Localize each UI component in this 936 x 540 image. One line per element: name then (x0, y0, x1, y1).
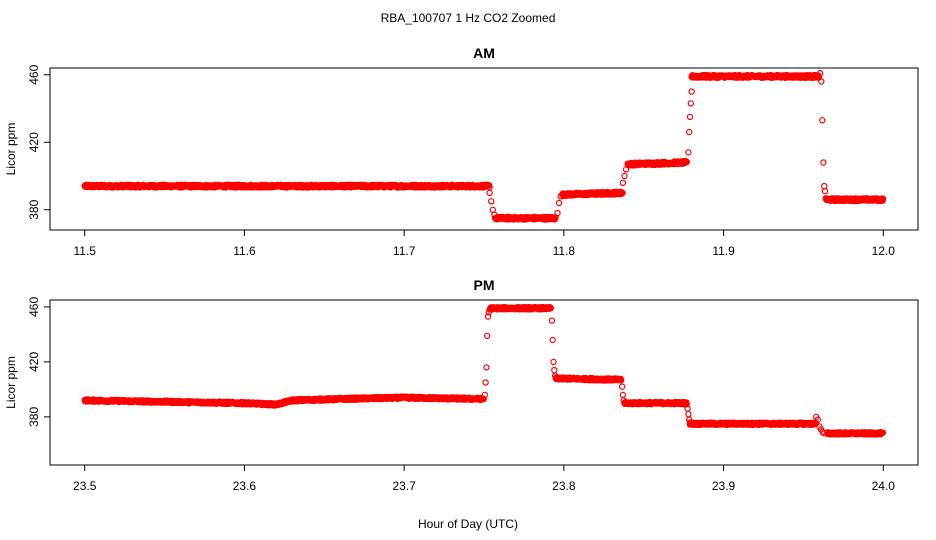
data-point (481, 391, 488, 399)
data-point (879, 195, 887, 202)
y-tick-label: 380 (27, 199, 41, 219)
data-point (480, 395, 487, 403)
data-point (685, 410, 692, 418)
data-point (685, 149, 692, 156)
x-tick-label: 23.9 (712, 479, 736, 493)
data-point (554, 209, 561, 217)
data-point (551, 366, 558, 374)
data-point (618, 376, 625, 384)
data-point (619, 383, 626, 390)
data-point (547, 304, 555, 312)
data-point (621, 172, 628, 180)
data-point (818, 78, 825, 85)
data-point (688, 88, 695, 95)
panel-am: AM Licor ppm 11.5 11.6 11.7 11.8 11.9 12.0 380 42… (4, 45, 919, 258)
data-point (548, 317, 556, 324)
data-point (686, 128, 693, 136)
data-points (81, 304, 887, 438)
panel-title: AM (473, 45, 495, 61)
x-tick-label: 23.8 (552, 479, 576, 493)
data-point (619, 391, 627, 399)
y-axis-label: Licor ppm (4, 123, 18, 176)
data-point (483, 364, 490, 371)
panel-pm: PM Licor ppm 23.5 23.6 23.7 23.8 23.9 24.0 380 42… (4, 277, 919, 493)
data-point (484, 313, 492, 320)
data-points (81, 69, 887, 223)
x-tick-label: 11.7 (393, 244, 416, 258)
y-tick-label: 460 (27, 64, 41, 84)
data-point (821, 182, 828, 190)
y-tick-label: 420 (27, 352, 41, 372)
data-point (619, 179, 627, 186)
data-point (817, 69, 824, 77)
panel-title: PM (474, 277, 495, 293)
panels: AM Licor ppm 11.5 11.6 11.7 11.8 11.9 12.0 380 42… (4, 45, 919, 493)
data-point (821, 187, 829, 195)
data-point (549, 336, 556, 344)
data-point (879, 429, 887, 436)
x-tick-label: 23.7 (392, 479, 416, 493)
data-point (555, 199, 563, 207)
y-axis-label: Licor ppm (4, 356, 18, 409)
data-point (482, 379, 489, 386)
data-point (814, 416, 822, 423)
data-point (484, 332, 491, 339)
data-point (683, 158, 691, 166)
data-point (820, 159, 827, 166)
x-tick-label: 12.0 (872, 244, 896, 258)
y-tick-label: 460 (27, 297, 41, 317)
x-tick-label: 23.5 (73, 479, 97, 493)
x-tick-label: 11.6 (233, 244, 256, 258)
data-point (687, 100, 695, 107)
data-point (550, 358, 557, 366)
data-point (819, 117, 826, 124)
data-point (686, 113, 694, 121)
x-tick-label: 11.5 (73, 244, 96, 258)
data-point (619, 189, 626, 197)
data-point (488, 198, 495, 205)
x-tick-label: 24.0 (872, 479, 896, 493)
plot-frame (49, 299, 919, 466)
y-tick-label: 380 (27, 407, 41, 427)
x-axis-label: Hour of Day (UTC) (418, 517, 518, 531)
x-tick-label: 11.8 (553, 244, 576, 258)
plot-frame (49, 67, 919, 231)
x-tick-label: 23.6 (233, 479, 257, 493)
x-tick-label: 11.9 (712, 244, 735, 258)
data-point (486, 189, 493, 197)
figure-title: RBA_100707 1 Hz CO2 Zoomed (381, 11, 556, 25)
y-tick-label: 420 (27, 132, 41, 152)
